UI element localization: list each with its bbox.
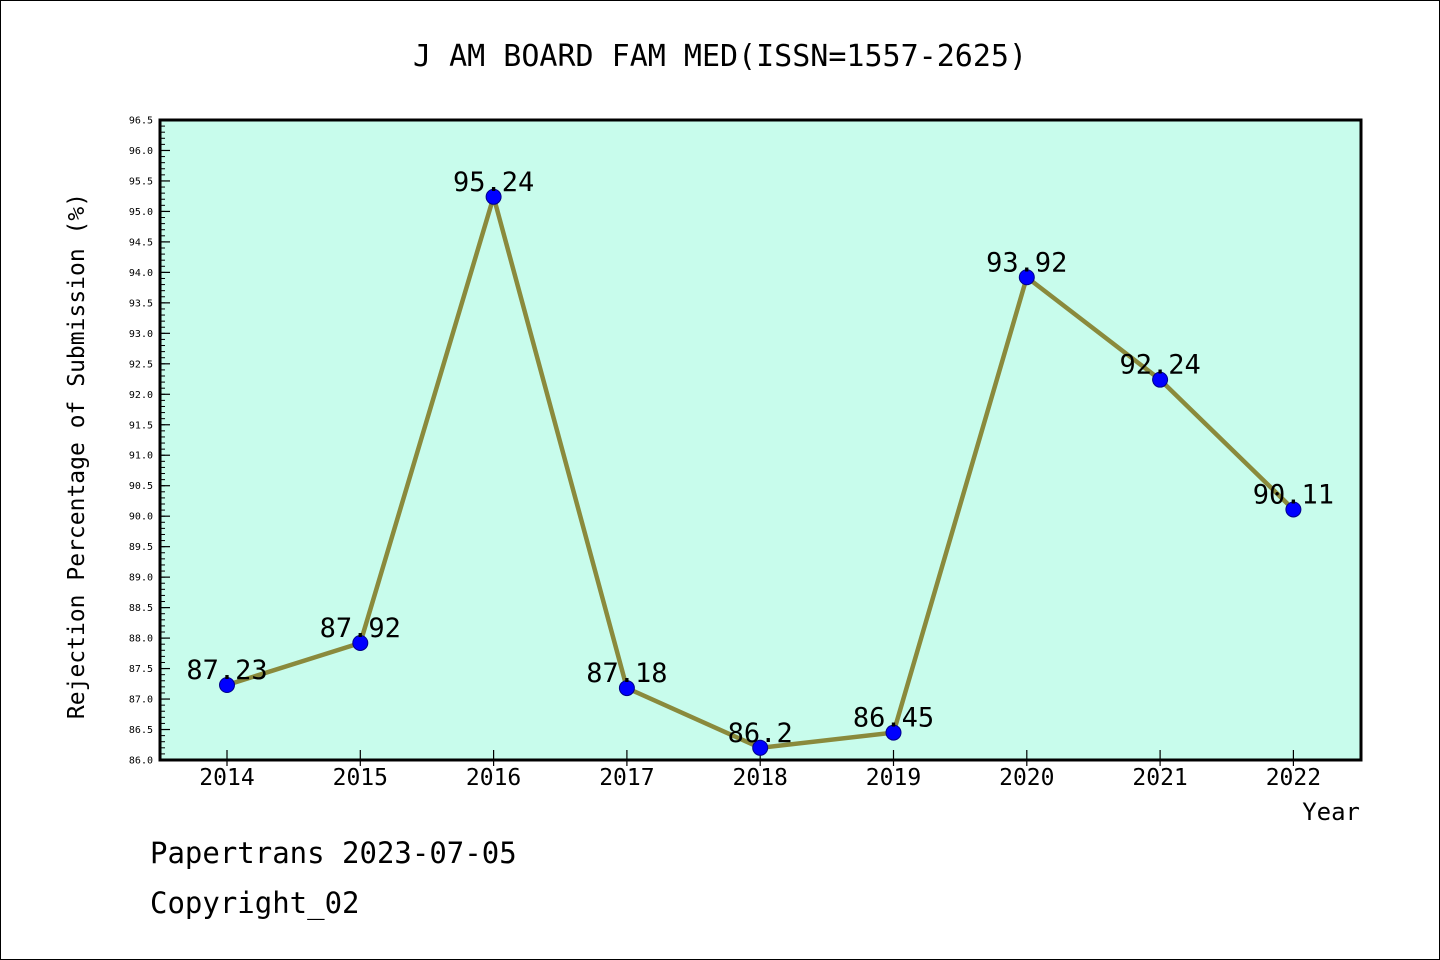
data-label: 86.45 (853, 703, 934, 734)
footer-copyright-text: Copyright_02 (150, 886, 360, 920)
data-point (485, 188, 502, 205)
data-point (885, 724, 902, 741)
y-tick-label: 91.5 (129, 420, 153, 431)
x-tick-label: 2014 (199, 765, 254, 791)
y-axis-label: Rejection Percentage of Submission (%) (64, 193, 90, 719)
data-label: 87.23 (186, 655, 267, 686)
y-tick-label: 86.0 (129, 756, 153, 767)
y-tick-label: 87.0 (129, 695, 153, 706)
data-label: 90.11 (1253, 479, 1334, 510)
x-tick-label: 2016 (466, 765, 521, 791)
x-tick-label: 2019 (866, 765, 921, 791)
data-point (219, 677, 235, 694)
x-axis: 2014 2015 2016 2017 2018 2019 2020 2021 2022 (199, 750, 1321, 791)
data-label: 87.18 (586, 658, 667, 689)
plot-area (160, 120, 1361, 760)
y-tick-label: 93.0 (129, 329, 153, 340)
y-tick-label: 96.0 (129, 146, 153, 157)
data-label: 95.24 (453, 167, 534, 198)
y-tick-label: 93.5 (129, 298, 153, 309)
series-layer: 87.23 87.92 95.24 87.18 86.2 86.45 93.92 92.24 9… (186, 167, 1334, 756)
data-point (618, 680, 635, 697)
data-point (1018, 269, 1035, 286)
y-tick-label: 96.5 (129, 116, 153, 127)
plot-border (158, 118, 1363, 762)
data-label: 86.2 (728, 718, 793, 749)
y-tick-label: 87.5 (129, 664, 153, 675)
y-tick-label: 89.0 (129, 573, 153, 584)
y-tick-label: 91.0 (129, 451, 153, 462)
y-tick-label: 90.0 (129, 512, 153, 523)
data-label: 87.92 (320, 613, 401, 644)
x-tick-label: 2018 (733, 765, 788, 791)
x-axis-label: Year (1302, 798, 1360, 826)
data-point (1152, 371, 1169, 388)
y-tick-label: 88.0 (129, 634, 153, 645)
y-tick-label: 92.0 (129, 390, 153, 401)
data-point (352, 634, 369, 651)
y-tick-label: 94.0 (129, 268, 153, 279)
x-tick-label: 2021 (1132, 765, 1187, 791)
y-tick-label: 89.5 (129, 542, 153, 553)
y-tick-label: 95.0 (129, 207, 153, 218)
data-point (752, 739, 769, 756)
footer-date-text: Papertrans 2023-07-05 (150, 836, 517, 870)
y-tick-label: 88.5 (129, 603, 153, 614)
x-tick-label: 2020 (999, 765, 1054, 791)
x-tick-label: 2022 (1266, 765, 1321, 791)
y-tick-label: 95.5 (129, 176, 153, 187)
chart-title: J AM BOARD FAM MED(ISSN=1557-2625) (413, 39, 1027, 74)
data-label: 93.92 (986, 247, 1067, 278)
data-point (1285, 501, 1302, 518)
x-tick-label: 2017 (599, 765, 654, 791)
y-tick-label: 94.5 (129, 237, 153, 248)
y-tick-label: 92.5 (129, 359, 153, 370)
y-tick-label: 86.5 (129, 725, 153, 736)
data-label: 92.24 (1119, 350, 1200, 381)
x-tick-label: 2015 (333, 765, 388, 791)
y-tick-label: 90.5 (129, 481, 153, 492)
